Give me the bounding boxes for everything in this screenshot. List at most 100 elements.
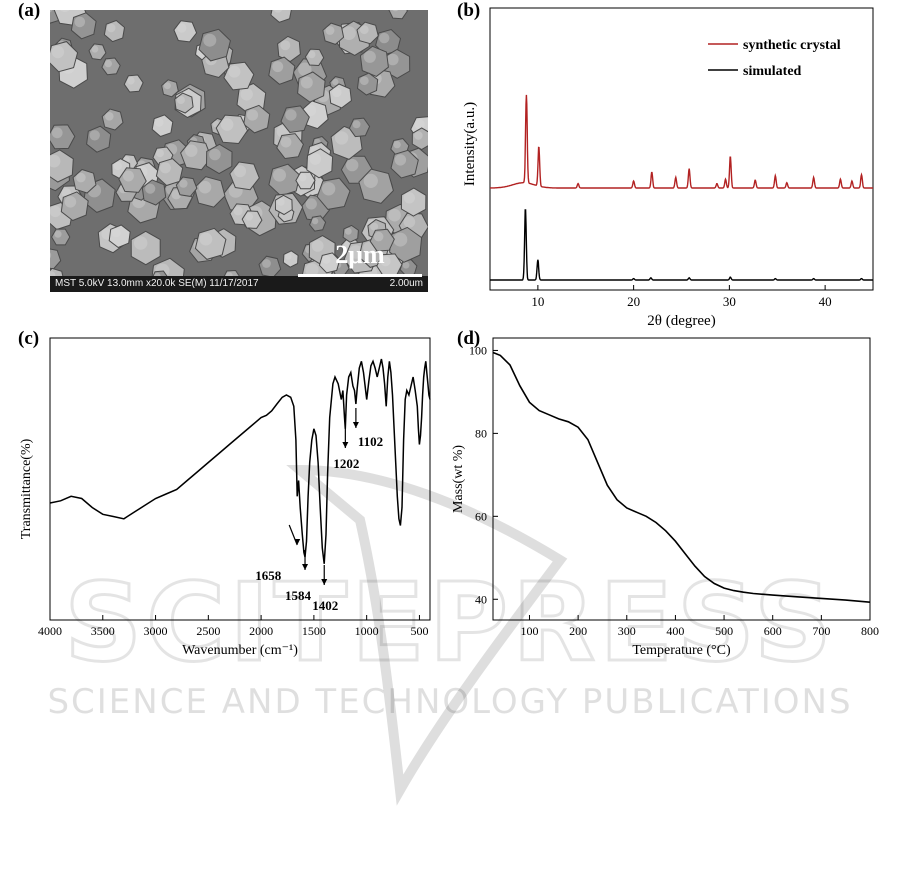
ftir-annotation-arrowhead xyxy=(302,564,309,570)
tga-curve-line xyxy=(492,351,871,603)
ftir-x-axis-label: Wavenumber (cm⁻¹) xyxy=(182,643,298,658)
sem-particle xyxy=(141,179,167,206)
sem-particle xyxy=(51,228,71,246)
ftir-annotation-label: 1202 xyxy=(333,456,359,471)
sem-particle xyxy=(318,252,341,274)
sem-particle-highlight xyxy=(51,45,65,59)
panel-label-b: (b) xyxy=(457,0,481,21)
tga-x-tick-label: 700 xyxy=(812,624,830,638)
sem-particle-highlight xyxy=(363,173,378,188)
tga-x-tick-label: 800 xyxy=(861,624,879,638)
sem-particle xyxy=(297,71,326,103)
xrd-series-line xyxy=(490,209,873,281)
sem-particle xyxy=(322,22,345,45)
sem-particle-highlight xyxy=(332,87,342,98)
tga-x-tick-label: 300 xyxy=(618,624,636,638)
sem-particle xyxy=(72,168,97,194)
xrd-legend-label: simulated xyxy=(743,64,802,79)
tga-x-axis-label: Temperature (°C) xyxy=(632,643,731,658)
sem-particle-highlight xyxy=(111,228,121,238)
tga-x-tick-label: 600 xyxy=(764,624,782,638)
sem-scale-bar xyxy=(298,274,422,277)
sem-info-strip xyxy=(50,276,428,292)
sem-particle xyxy=(316,177,351,210)
sem-particle xyxy=(282,250,299,268)
tga-plot-frame xyxy=(492,337,871,621)
sem-particle xyxy=(70,12,97,40)
sem-particle-highlight xyxy=(373,231,384,242)
tga-chart: 100 200 300 400 500 600 700 800 40 60 80 100 Tempera… xyxy=(451,337,879,658)
sem-particle-highlight xyxy=(332,78,339,86)
sem-particle-highlight xyxy=(280,40,291,51)
tga-y-tick-label: 60 xyxy=(475,509,487,523)
ftir-plot-frame xyxy=(49,337,431,621)
sem-particle-highlight xyxy=(228,65,241,78)
sem-particle-highlight xyxy=(105,112,114,121)
panel-label-a: (a) xyxy=(18,0,41,21)
tga-x-tick-label: 200 xyxy=(569,624,587,638)
sem-particle-highlight xyxy=(414,119,425,130)
sem-particle-highlight xyxy=(322,255,331,264)
sem-particle-highlight xyxy=(272,61,284,73)
sem-particle-highlight xyxy=(298,173,307,182)
watermark-subtitle: SCIENCE AND TECHNOLOGY PUBLICATIONS xyxy=(47,682,852,722)
sem-particle-highlight xyxy=(91,45,99,53)
ftir-annotation-label: 1102 xyxy=(358,434,383,449)
sem-particle-highlight xyxy=(198,180,212,194)
sem-particle-highlight xyxy=(233,206,243,216)
sem-particle-highlight xyxy=(50,10,53,13)
sem-particle-highlight xyxy=(393,232,408,247)
xrd-x-axis-label: 2θ (degree) xyxy=(647,313,715,329)
sem-particle xyxy=(50,41,79,73)
ftir-x-tick-label: 1000 xyxy=(355,624,379,638)
sem-particle xyxy=(205,143,233,175)
sem-particle xyxy=(274,194,293,216)
sem-particle-highlight xyxy=(370,222,379,231)
sem-particle-highlight xyxy=(106,23,116,33)
tga-x-tick-label: 500 xyxy=(715,624,733,638)
sem-particle-highlight xyxy=(305,198,317,210)
sem-particle xyxy=(101,57,121,76)
sem-particle xyxy=(359,45,389,77)
ftir-x-tick-label: 4000 xyxy=(38,624,62,638)
sem-particle-highlight xyxy=(134,236,148,250)
xrd-legend-label: synthetic crystal xyxy=(743,38,841,53)
sem-particle-highlight xyxy=(285,109,297,121)
sem-particle xyxy=(411,127,428,151)
ftir-x-tick-label: 2500 xyxy=(196,624,220,638)
xrd-series-line xyxy=(490,94,873,189)
sem-particle-highlight xyxy=(285,253,292,260)
sem-particle xyxy=(270,10,292,23)
sem-particle-highlight xyxy=(50,154,61,168)
sem-particle-highlight xyxy=(104,59,112,68)
sem-particle xyxy=(108,224,131,249)
sem-particle-highlight xyxy=(234,165,247,178)
sem-particle-highlight xyxy=(352,120,361,129)
sem-particle-highlight xyxy=(300,76,313,89)
sem-particle xyxy=(118,167,147,193)
sem-info-bar: MST 5.0kV 13.0mm x20.0k SE(M) 11/17/2017 xyxy=(55,278,259,289)
ftir-x-tick-label: 3000 xyxy=(144,624,168,638)
sem-particle xyxy=(50,124,76,150)
sem-particle xyxy=(194,227,227,260)
sem-particle-highlight xyxy=(51,127,63,139)
sem-particle-highlight xyxy=(122,170,134,182)
sem-particle-highlight xyxy=(209,148,221,161)
sem-particle-highlight xyxy=(60,10,70,12)
sem-particle xyxy=(304,48,325,67)
xrd-plot-frame xyxy=(489,7,874,291)
sem-particle xyxy=(280,105,310,134)
sem-particle-highlight xyxy=(305,263,319,277)
sem-particle-highlight xyxy=(74,16,86,28)
sem-particle-highlight xyxy=(393,140,401,149)
sem-particle-highlight xyxy=(308,50,316,59)
sem-image: 2μm MST 5.0kV 13.0mm x20.0k SE(M) 11/17/… xyxy=(50,10,428,292)
sem-particle-highlight xyxy=(346,158,359,172)
sem-particle-highlight xyxy=(321,182,336,196)
sem-particles xyxy=(50,10,428,292)
sem-particle xyxy=(356,72,379,96)
xrd-chart: 10 20 30 40 2θ (degree) Intensity(a.u.) synthe… xyxy=(462,7,874,329)
ftir-annotation-arrowhead xyxy=(321,579,328,585)
ftir-x-tick-label: 3500 xyxy=(91,624,115,638)
sem-particle xyxy=(60,191,89,222)
